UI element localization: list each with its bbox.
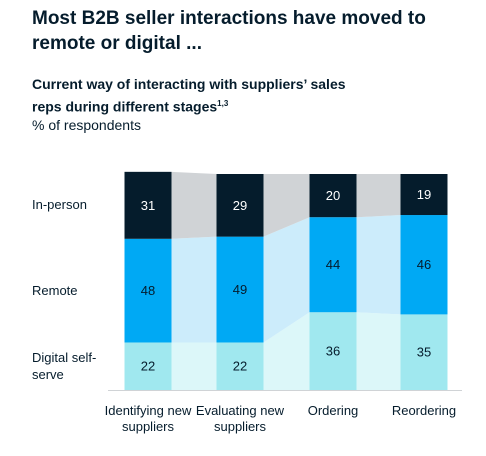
bar-segment: [124, 342, 172, 390]
value-label: 35: [417, 345, 431, 360]
connector-band: [263, 217, 310, 343]
value-label: 31: [141, 198, 155, 213]
bar-segment: [216, 236, 264, 343]
bar-segment: [216, 342, 264, 390]
chart-subtitle: Current way of interacting with supplier…: [32, 74, 362, 117]
series-label: Remote: [32, 282, 78, 298]
x-tick-label: Evaluating new suppliers: [195, 403, 285, 434]
connector-band: [171, 171, 217, 239]
bar-segment: [216, 174, 264, 237]
bar-segment: [309, 312, 357, 390]
connector-band: [356, 215, 401, 315]
connector-band: [356, 312, 401, 390]
series-label: Digital self-serve: [32, 350, 97, 383]
bar-segment: [309, 174, 357, 218]
value-label: 36: [326, 344, 340, 359]
connector-band: [171, 236, 217, 343]
value-label: 22: [141, 359, 155, 374]
connector-band: [263, 312, 310, 390]
bar-segment: [309, 217, 357, 313]
x-tick-label: Identifying new suppliers: [104, 403, 192, 434]
bar-segment: [400, 215, 448, 315]
unit-label: % of respondents: [32, 117, 141, 133]
value-label: 19: [417, 187, 431, 202]
subtitle-text: Current way of interacting with supplier…: [32, 76, 346, 115]
value-label: 46: [417, 257, 431, 272]
series-label: In-person: [32, 197, 87, 213]
bar-segment: [400, 174, 448, 216]
chart-title: Most B2B seller interactions have moved …: [32, 8, 426, 54]
bar-segment: [124, 238, 172, 343]
value-label: 49: [233, 282, 247, 297]
value-label: 44: [326, 257, 340, 272]
connector-band: [171, 342, 217, 390]
x-tick-label: Reordering: [391, 403, 457, 418]
bar-segment: [124, 171, 172, 239]
value-label: 48: [141, 283, 155, 298]
bar-segment: [400, 314, 448, 390]
connector-band: [356, 174, 401, 218]
value-label: 29: [233, 198, 247, 213]
value-label: 20: [326, 188, 340, 203]
footnote: 1,3: [217, 99, 229, 108]
value-label: 22: [233, 359, 247, 374]
x-tick-label: Ordering: [307, 403, 359, 418]
connector-band: [263, 174, 310, 237]
